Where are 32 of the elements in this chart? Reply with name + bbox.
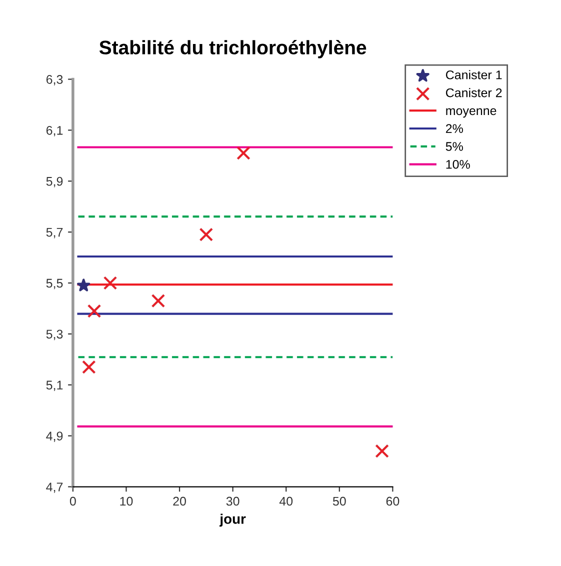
- x-tick-label: 40: [279, 496, 293, 506]
- point: [103, 276, 118, 290]
- point: [151, 294, 166, 308]
- point: [82, 360, 96, 374]
- y-tick-label: 4,7: [46, 482, 63, 493]
- y-tick-label: 5,7: [46, 228, 63, 238]
- x-tick-label: 20: [173, 496, 186, 506]
- x-tick-label: 0: [70, 496, 76, 506]
- legend-label: Canister 2: [446, 88, 502, 98]
- point: [77, 278, 90, 292]
- x-tick-label: 50: [332, 496, 346, 506]
- y-tick-label: 4,9: [46, 432, 63, 442]
- y-tick-label: 5,1: [46, 380, 63, 392]
- legend-label: 10%: [446, 160, 470, 169]
- legend-label: 5%: [446, 142, 463, 151]
- legend-label: moyenne: [446, 108, 496, 118]
- y-tick-label: 6,1: [46, 126, 63, 136]
- x-tick-label: 30: [226, 496, 240, 506]
- point: [199, 228, 214, 242]
- y-tick-label: 5,5: [46, 278, 63, 290]
- legend-label: Canister 1: [446, 70, 502, 80]
- point: [236, 146, 250, 160]
- y-tick-label: 5,9: [46, 176, 63, 188]
- y-tick-label: 6,3: [46, 75, 63, 86]
- legend-label: 2%: [446, 124, 463, 133]
- x-axis-title: jour: [219, 514, 246, 527]
- point: [87, 304, 102, 318]
- chart-title: Stabilité du trichloroéthylène: [99, 40, 366, 58]
- x-tick-label: 60: [386, 496, 400, 506]
- y-tick-label: 5,3: [46, 330, 63, 340]
- x-tick-label: 10: [120, 496, 133, 506]
- point: [375, 444, 389, 458]
